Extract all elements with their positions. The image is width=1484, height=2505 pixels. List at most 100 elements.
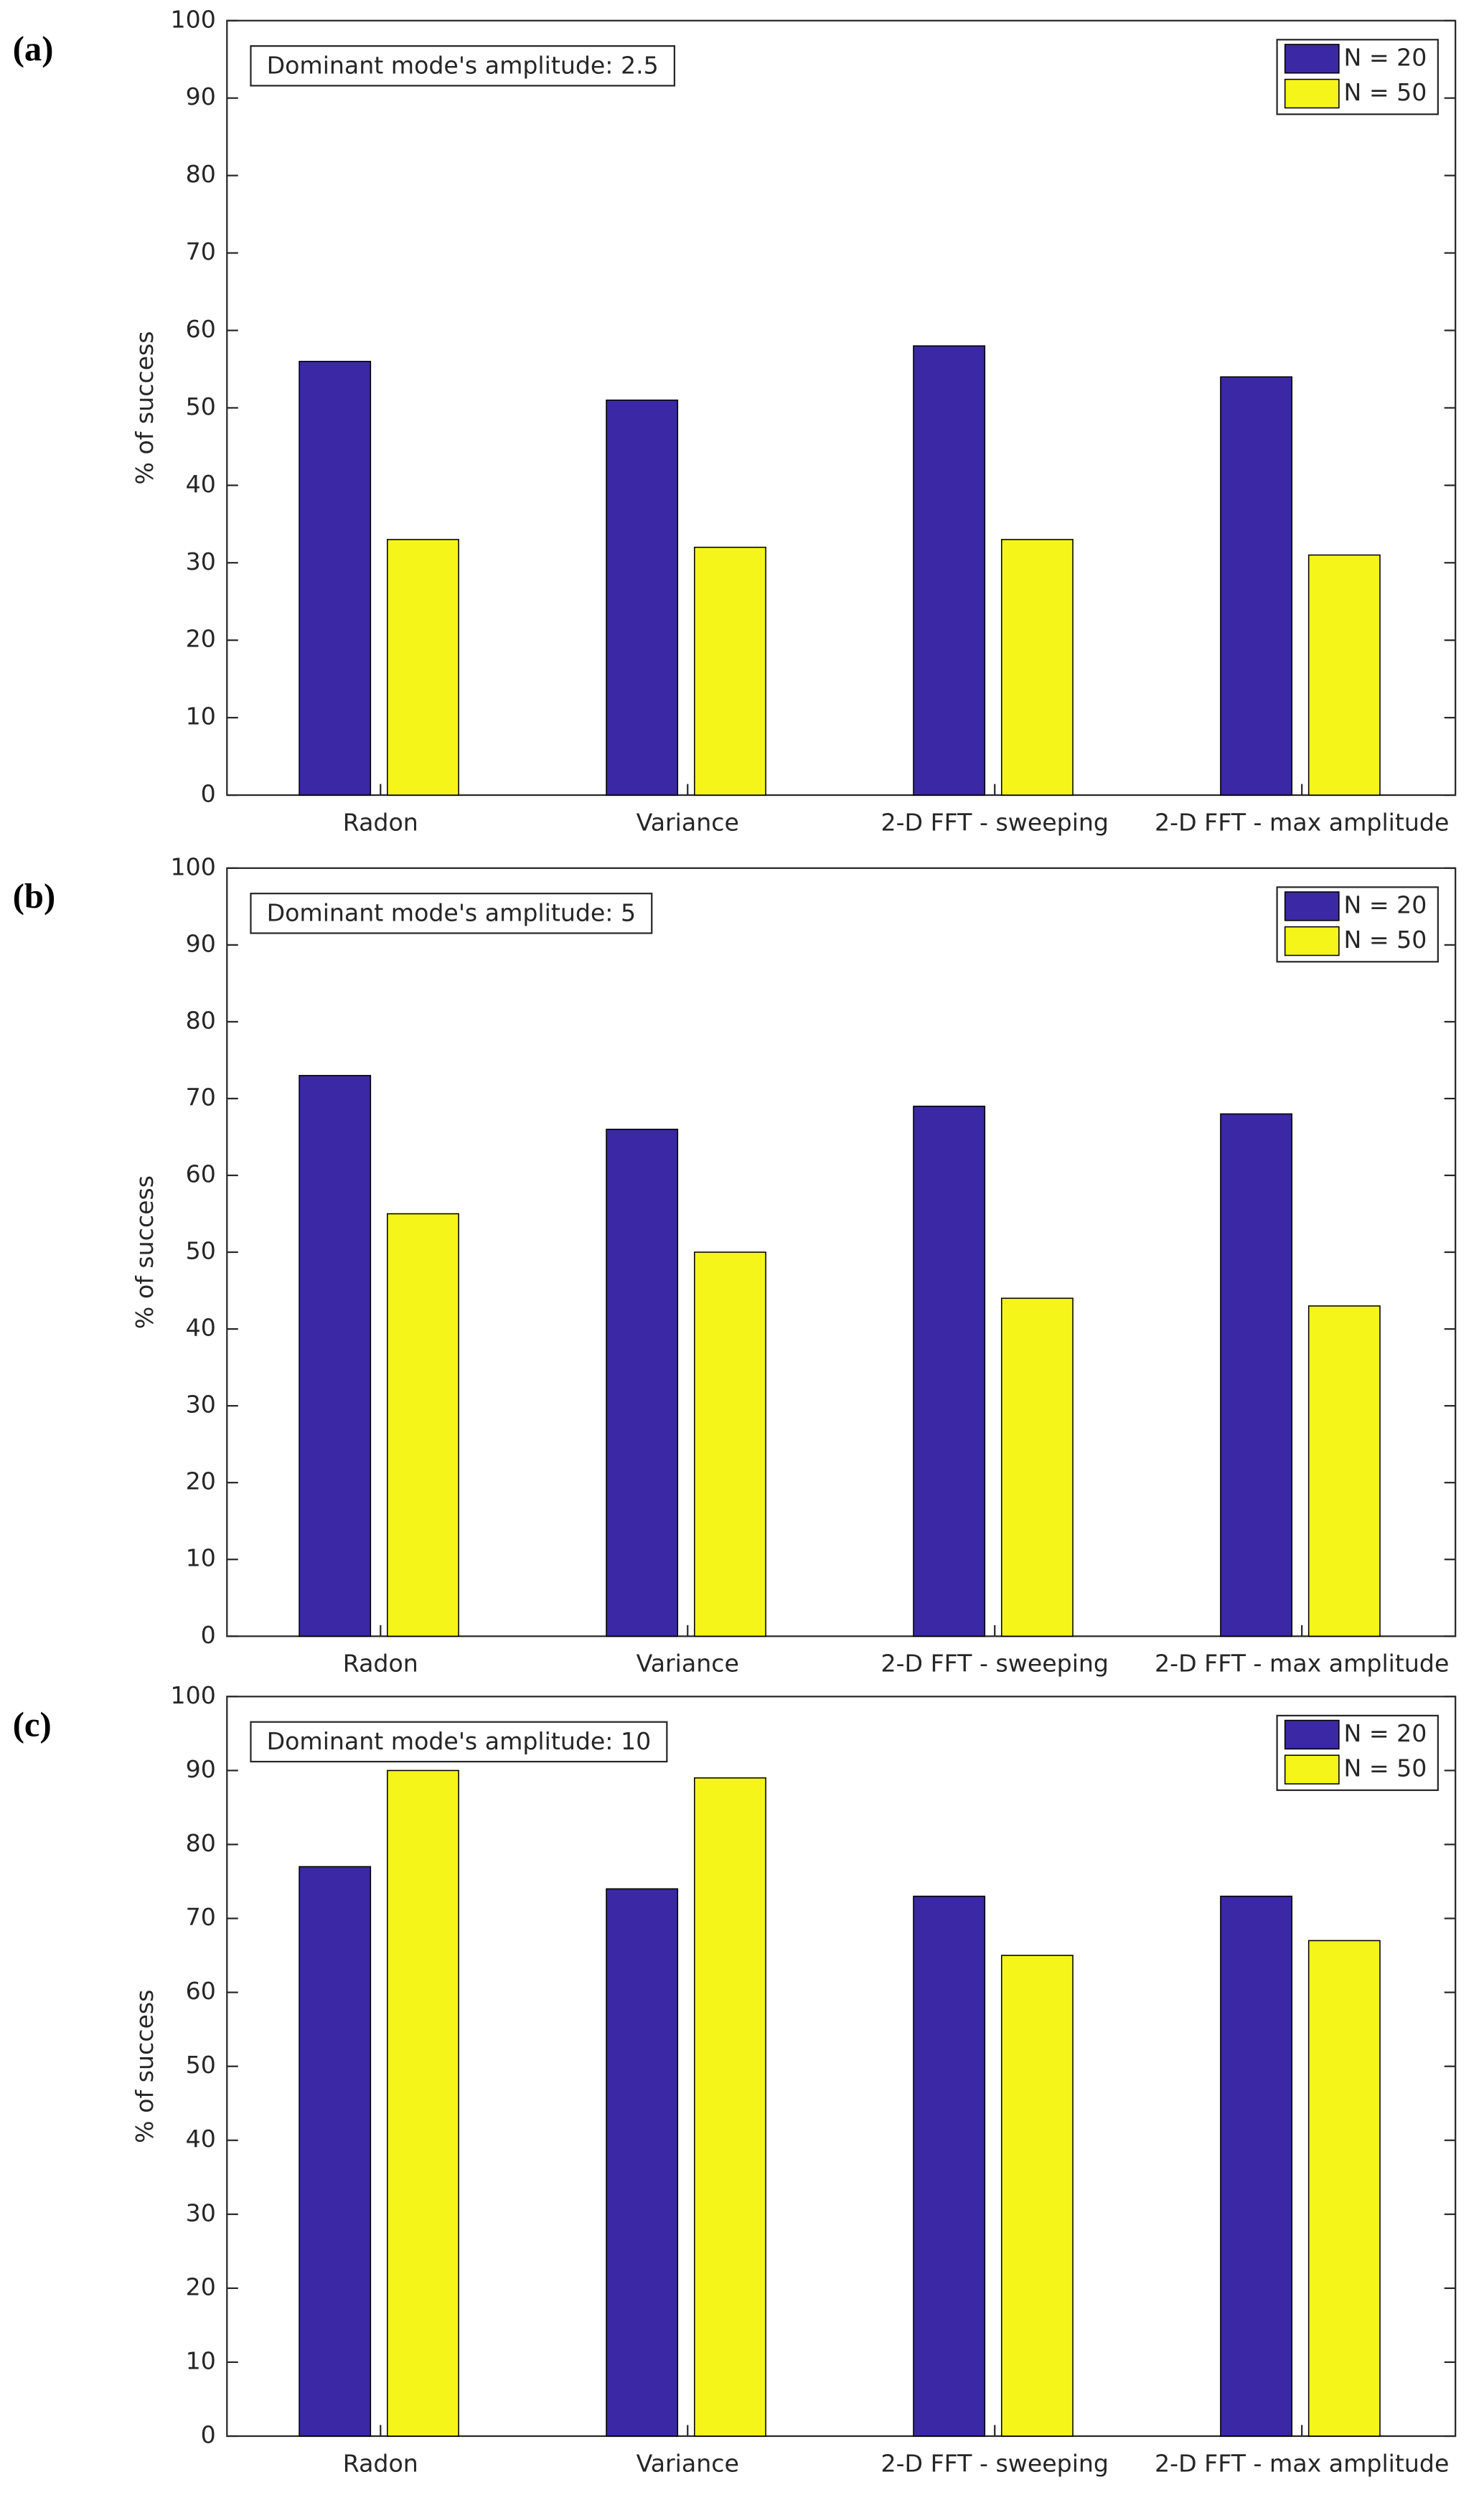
x-tick-label: Variance [637,2449,739,2477]
legend: N = 20 N = 50 [1276,39,1439,116]
panel: (c) % of success 0 10 20 30 40 50 60 70 80 90 100 Rad… [13,1681,1457,2477]
panel-label: (c) [13,1706,52,1744]
legend-swatch [1284,891,1340,921]
panel: (a) % of success 0 10 20 30 40 50 60 70 80 90 100 Rad… [13,5,1457,836]
y-tick-label: 70 [186,1083,216,1111]
bar [1000,1955,1074,2437]
y-tick-label: 80 [186,1829,216,1857]
annotation: Dominant mode's amplitude: 5 [267,898,637,926]
y-tick-label: 20 [186,625,216,653]
panel-label: (b) [13,877,55,916]
y-tick-label: 100 [171,5,216,33]
y-tick-label: 10 [186,702,216,730]
y-axis-label: % of success [131,1990,159,2143]
legend-swatch [1284,1719,1340,1750]
x-tick-label: Radon [343,2449,418,2477]
x-tick-label: 2-D FFT - max amplitude [1155,2449,1449,2477]
bar [693,1777,766,2437]
x-tick-label: 2-D FFT - max amplitude [1155,808,1449,836]
y-tick-label: 30 [186,547,216,575]
y-tick-label: 40 [186,470,216,498]
bar [387,539,459,796]
y-tick-label: 10 [186,1544,216,1572]
bar [387,1770,459,2437]
y-tick-label: 100 [171,852,216,880]
bar [1000,1297,1074,1637]
y-tick-label: 70 [186,238,216,265]
bar [299,1866,372,2437]
legend-label: N = 20 [1344,890,1427,918]
y-tick-label: 0 [201,780,216,808]
y-tick-label: 20 [186,2273,216,2300]
bar [299,360,372,796]
y-axis-label: % of success [131,331,159,484]
x-tick-label: 2-D FFT - sweeping [880,1650,1109,1678]
x-tick-label: Variance [637,808,739,836]
y-tick-label: 100 [171,1681,216,1709]
y-tick-label: 30 [186,1391,216,1419]
y-tick-label: 90 [186,1755,216,1783]
bar [1000,539,1074,796]
y-tick-label: 90 [186,83,216,111]
bar [1307,1940,1381,2437]
legend-swatch [1284,1754,1340,1785]
annotation: Dominant mode's amplitude: 10 [267,1727,652,1755]
bar [913,1105,986,1637]
legend-label: N = 50 [1344,926,1427,954]
x-tick-label: 2-D FFT - sweeping [880,808,1109,836]
bar [606,1129,679,1637]
legend: N = 20 N = 50 [1276,886,1439,963]
y-tick-label: 50 [186,393,216,420]
y-tick-label: 0 [201,1621,216,1649]
y-tick-label: 20 [186,1467,216,1495]
y-tick-label: 10 [186,2346,216,2374]
y-tick-label: 60 [186,1160,216,1188]
y-tick-label: 90 [186,929,216,957]
x-tick-label: Radon [343,1650,418,1678]
bar [387,1213,459,1637]
y-tick-label: 40 [186,2125,216,2153]
x-tick-label: 2-D FFT - sweeping [880,2449,1109,2477]
bar [693,1251,766,1637]
legend-label: N = 50 [1344,1754,1427,1782]
bar [1220,1895,1293,2437]
bar [1307,554,1381,796]
y-tick-label: 50 [186,1237,216,1265]
bar [1220,376,1293,796]
legend-swatch [1284,926,1340,957]
y-tick-label: 70 [186,1903,216,1931]
y-tick-label: 40 [186,1314,216,1342]
bar [606,1888,679,2437]
bar [913,345,986,796]
legend-swatch [1284,78,1340,109]
bar [693,546,766,796]
y-axis-label: % of success [131,1175,159,1329]
legend-label: N = 20 [1344,1719,1427,1747]
bar [299,1075,372,1637]
legend-label: N = 50 [1344,78,1427,106]
legend-label: N = 20 [1344,43,1427,71]
bar [1307,1305,1381,1637]
legend-swatch [1284,44,1340,74]
annotation-box [250,45,675,87]
x-tick-label: 2-D FFT - max amplitude [1155,1650,1449,1678]
bar [606,399,679,796]
y-tick-label: 80 [186,1006,216,1034]
bar [1220,1113,1293,1637]
x-tick-label: Variance [637,1650,739,1678]
y-tick-label: 50 [186,2051,216,2079]
y-tick-label: 60 [186,315,216,343]
y-tick-label: 80 [186,160,216,188]
panel-label: (a) [13,29,54,68]
x-tick-label: Radon [343,808,418,836]
y-tick-label: 0 [201,2421,216,2449]
annotation-box [250,1721,668,1763]
bar [913,1895,986,2437]
y-tick-label: 30 [186,2199,216,2227]
annotation-box [250,893,653,934]
legend: N = 20 N = 50 [1276,1714,1439,1791]
y-tick-label: 60 [186,1977,216,2005]
panel: (b) % of success 0 10 20 30 40 50 60 70 80 90 100 Rad… [13,852,1457,1678]
